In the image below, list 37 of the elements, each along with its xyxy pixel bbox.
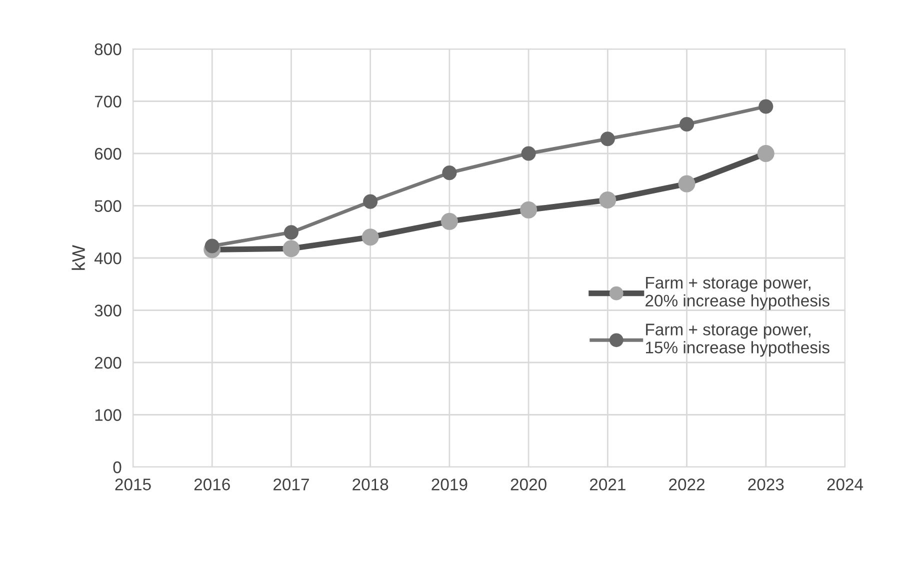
point: [757, 144, 774, 162]
point: [204, 238, 220, 254]
point: [363, 194, 378, 209]
x-tick-label: 2022: [669, 478, 704, 490]
point: [284, 225, 299, 240]
x-tick-label: 2018: [352, 478, 388, 490]
point: [599, 192, 616, 209]
x-tick-label: 2023: [748, 478, 784, 490]
point: [678, 175, 696, 192]
y-tick-label: 0: [113, 461, 122, 474]
legend-label: Farm + storage power, 15% increase hypothesis: [646, 324, 830, 357]
point: [442, 166, 457, 180]
y-tick-label: 300: [94, 304, 122, 316]
x-tick-label: 2016: [194, 478, 230, 490]
point: [521, 146, 536, 161]
x-tick-label: 2024: [827, 478, 864, 490]
point: [600, 132, 615, 146]
y-tick-label: 100: [95, 409, 122, 421]
y-axis-title: kW: [72, 245, 85, 270]
y-tick-label: 500: [94, 200, 122, 212]
point: [758, 99, 774, 114]
point: [282, 240, 300, 258]
point: [362, 228, 379, 246]
x-tick-label: 2019: [432, 478, 468, 490]
x-tick-label: 2020: [510, 478, 546, 490]
y-tick-label: 200: [94, 356, 122, 369]
legend-label: Farm + storage power, 20% increase hypothesis: [646, 276, 830, 310]
y-tick-label: 800: [94, 43, 122, 56]
point: [520, 201, 538, 218]
y-tick-label: 400: [94, 252, 122, 264]
x-tick-label: 2021: [590, 478, 626, 490]
y-tick-label: 700: [94, 96, 122, 108]
y-tick-label: 600: [94, 148, 122, 160]
x-tick-label: 2015: [115, 478, 151, 490]
x-tick-label: 2017: [274, 478, 309, 490]
point: [679, 116, 694, 132]
point: [440, 212, 458, 230]
